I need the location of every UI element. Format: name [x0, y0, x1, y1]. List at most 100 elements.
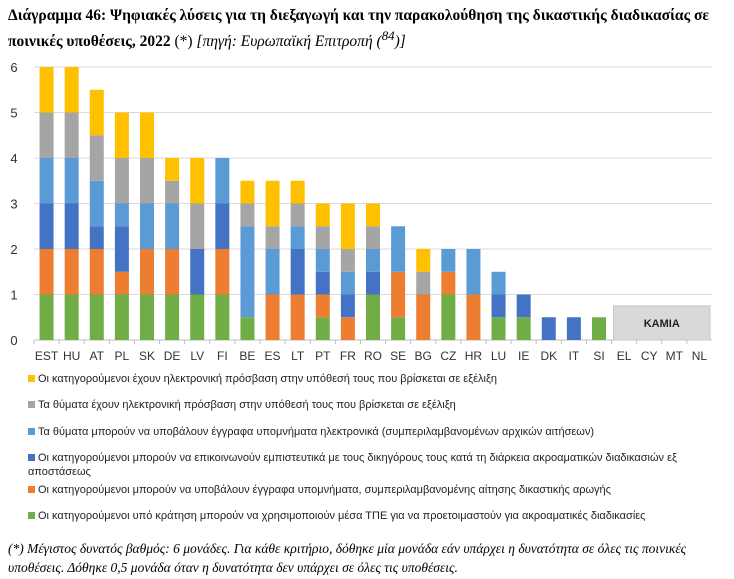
- bar-segment-RO: [366, 203, 380, 227]
- legend-label: Τα θύματα έχουν ηλεκτρονική πρόσβαση στη…: [38, 399, 456, 411]
- bar-segment-LT: [290, 180, 305, 204]
- bar-segment-LT: [290, 226, 305, 249]
- legend-swatch: [28, 428, 35, 435]
- bar-segment-SI: [592, 317, 606, 340]
- bar-segment-FI: [215, 158, 230, 204]
- bar-segment-ES: [265, 249, 280, 295]
- none-annotation-label: ΚΑΜΙΑ: [644, 318, 680, 330]
- bar-segment-LV: [190, 249, 205, 295]
- x-tick-label: RO: [364, 349, 382, 363]
- y-tick-label: 4: [10, 151, 17, 166]
- legend-item: Οι κατηγορούμενοι μπορούν να υποβάλουν έ…: [28, 483, 718, 497]
- bar-segment-FI: [215, 294, 230, 340]
- bar-segment-IE: [516, 317, 531, 340]
- bar-segment-HU: [64, 249, 79, 295]
- bar-segment-BE: [240, 226, 255, 318]
- bar-segment-LV: [190, 203, 205, 249]
- bar-segment-PL: [114, 271, 129, 295]
- bar-segment-SK: [140, 112, 154, 158]
- y-tick-label: 1: [10, 288, 17, 303]
- bar-segment-SK: [140, 158, 154, 204]
- bar-segment-DK: [541, 317, 556, 340]
- bar-segment-AT: [89, 89, 104, 136]
- x-tick-label: CZ: [440, 349, 456, 363]
- x-tick-label: BE: [239, 349, 255, 363]
- bar-segment-PL: [114, 158, 129, 204]
- bar-segment-EST: [39, 203, 54, 249]
- bar-segment-FR: [340, 203, 355, 249]
- y-tick-label: 6: [10, 60, 17, 75]
- x-tick-label: CY: [641, 349, 658, 363]
- x-tick-label: BG: [415, 349, 432, 363]
- bar-segment-EST: [39, 294, 54, 340]
- bar-segment-SK: [140, 203, 154, 249]
- bar-segment-EST: [39, 249, 54, 295]
- bar-segment-SE: [391, 317, 406, 340]
- bar-segment-LU: [491, 317, 506, 340]
- x-tick-label: SE: [390, 349, 406, 363]
- legend-swatch: [28, 401, 35, 408]
- bar-segment-CZ: [441, 294, 456, 340]
- bar-segment-ES: [265, 294, 280, 340]
- bar-segment-PL: [114, 112, 129, 158]
- bar-segment-HR: [466, 294, 481, 340]
- x-tick-label: LU: [491, 349, 506, 363]
- chart-title: Διάγραμμα 46: Ψηφιακές λύσεις για τη διε…: [8, 6, 728, 52]
- bar-segment-PT: [315, 294, 330, 318]
- y-tick-label: 0: [10, 333, 17, 348]
- legend-item: Οι κατηγορούμενοι υπό κράτηση μπορούν να…: [28, 509, 718, 523]
- bar-segment-CZ: [441, 249, 456, 272]
- bar-segment-FR: [340, 249, 355, 272]
- bar-segment-DE: [165, 203, 180, 249]
- x-tick-label: ES: [265, 349, 281, 363]
- bar-segment-LV: [190, 158, 205, 204]
- x-tick-label: LV: [190, 349, 204, 363]
- bar-segment-FI: [215, 249, 230, 295]
- none-annotation-box: [613, 305, 711, 341]
- bar-segment-AT: [89, 226, 104, 249]
- legend-label: Οι κατηγορούμενοι μπορούν να υποβάλουν έ…: [38, 484, 611, 496]
- x-tick-label: FI: [217, 349, 228, 363]
- x-tick-label: DK: [540, 349, 557, 363]
- bar-segment-HU: [64, 158, 79, 204]
- y-tick-label: 5: [10, 106, 17, 121]
- x-tick-label: MT: [666, 349, 684, 363]
- footnote: (*) Μέγιστος δυνατός βαθμός: 6 μονάδες. …: [8, 541, 687, 575]
- bar-segment-CZ: [441, 271, 456, 295]
- x-tick-label: LT: [291, 349, 305, 363]
- source-end: )]: [394, 33, 406, 51]
- bar-segment-HU: [64, 294, 79, 340]
- bar-segment-SE: [391, 226, 406, 272]
- legend-label: Οι κατηγορούμενοι μπορούν να επικοινωνού…: [28, 452, 677, 478]
- bar-segment-HU: [64, 203, 79, 249]
- bar-segment-RO: [366, 226, 380, 249]
- bar-segment-IT: [566, 317, 581, 340]
- bar-segment-LT: [290, 203, 305, 227]
- bar-segment-IE: [516, 294, 531, 318]
- bar-segment-AT: [89, 180, 104, 227]
- title-main: Διάγραμμα 46: Ψηφιακές λύσεις για τη διε…: [8, 7, 710, 51]
- bar-segment-BG: [416, 294, 431, 340]
- bar-segment-AT: [89, 294, 104, 340]
- bar-segment-BE: [240, 180, 255, 204]
- title-marker: (*): [170, 33, 197, 51]
- bar-segment-PT: [315, 317, 330, 340]
- bar-segment-DE: [165, 249, 180, 295]
- bar-segment-DE: [165, 294, 180, 340]
- source-ref: 84: [381, 28, 395, 43]
- bar-segment-RO: [366, 271, 380, 295]
- bar-segment-SK: [140, 294, 154, 340]
- bar-segment-RO: [366, 249, 380, 272]
- bar-segment-FR: [340, 317, 355, 340]
- bar-segment-PL: [114, 226, 129, 272]
- bar-segment-PL: [114, 203, 129, 227]
- legend-swatch: [28, 512, 35, 519]
- bar-segment-PT: [315, 226, 330, 249]
- source-text: [πηγή: Ευρωπαϊκή Επιτροπή (: [196, 33, 382, 51]
- x-tick-label: FR: [340, 349, 356, 363]
- legend-label: Οι κατηγορούμενοι υπό κράτηση μπορούν να…: [38, 510, 646, 522]
- bar-segment-EST: [39, 112, 54, 158]
- legend-item: Οι κατηγορούμενοι μπορούν να επικοινωνού…: [28, 451, 718, 479]
- bar-segment-DE: [165, 180, 180, 204]
- x-tick-label: NL: [692, 349, 708, 363]
